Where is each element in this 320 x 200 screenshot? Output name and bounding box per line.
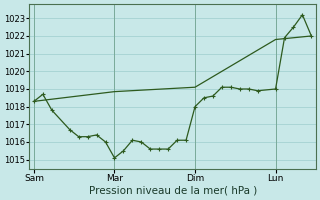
X-axis label: Pression niveau de la mer( hPa ): Pression niveau de la mer( hPa )	[89, 186, 257, 196]
